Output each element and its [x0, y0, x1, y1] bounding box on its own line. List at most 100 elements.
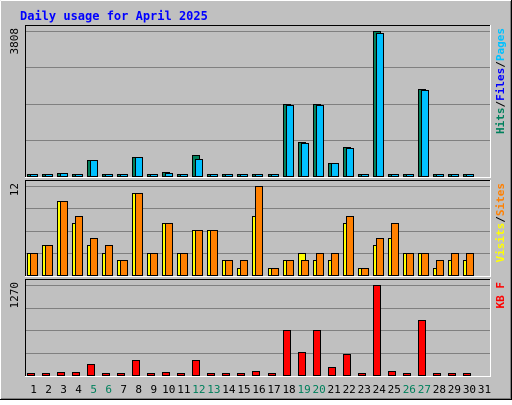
bar-kbytes-kb-f-day-12 — [192, 360, 200, 376]
bar-kbytes-kb-f-day-8 — [132, 360, 140, 376]
x-tick-label-day-17: 17 — [267, 383, 280, 396]
bar-kbytes-kb-f-day-3 — [57, 372, 65, 376]
bar-visits-sites-sites-day-3 — [60, 201, 68, 276]
bar-kbytes-kb-f-day-11 — [177, 373, 185, 376]
x-tick-label-day-3: 3 — [60, 383, 67, 396]
bar-hits-files-pages-pages-day-6 — [105, 174, 113, 177]
bar-kbytes-kb-f-day-1 — [27, 373, 35, 376]
bar-hits-files-pages-pages-day-5 — [90, 160, 98, 177]
x-tick-label-day-8: 8 — [135, 383, 142, 396]
legend-entry-visits-sites-0: Visits — [494, 223, 507, 263]
bar-visits-sites-sites-day-22 — [346, 216, 354, 276]
bar-kbytes-kb-f-day-19 — [298, 352, 306, 376]
bar-hits-files-pages-pages-day-1 — [30, 174, 38, 177]
x-tick-label-day-13: 13 — [207, 383, 220, 396]
bar-visits-sites-sites-day-30 — [466, 253, 474, 276]
bar-visits-sites-sites-day-23 — [361, 268, 369, 276]
bar-visits-sites-sites-day-18 — [286, 260, 294, 276]
bar-visits-sites-sites-day-26 — [406, 253, 414, 276]
legend-entry-hits-files-pages-2: Files — [494, 68, 507, 101]
ymax-label-visits-sites: 12 — [8, 183, 21, 196]
bar-kbytes-kb-f-day-9 — [147, 373, 155, 376]
x-tick-label-day-1: 1 — [30, 383, 37, 396]
bar-visits-sites-sites-day-7 — [120, 260, 128, 276]
bar-hits-files-pages-pages-day-30 — [466, 174, 474, 177]
legend-entry-hits-files-pages-0: Hits — [494, 108, 507, 135]
legend-entry-visits-sites-1: / — [494, 216, 507, 223]
bar-visits-sites-sites-day-29 — [451, 253, 459, 276]
bar-hits-files-pages-pages-day-20 — [316, 105, 324, 177]
legend-kbytes: KB F — [494, 282, 507, 309]
bar-hits-files-pages-pages-day-7 — [120, 174, 128, 177]
bar-hits-files-pages-pages-day-28 — [436, 174, 444, 177]
bar-visits-sites-sites-day-11 — [180, 253, 188, 276]
x-tick-label-day-22: 22 — [343, 383, 356, 396]
legend-entry-hits-files-pages-1: / — [494, 101, 507, 108]
bar-visits-sites-sites-day-10 — [165, 223, 173, 276]
bar-kbytes-kb-f-day-13 — [207, 373, 215, 376]
bar-kbytes-kb-f-day-24 — [373, 285, 381, 376]
bar-hits-files-pages-pages-day-17 — [271, 174, 279, 177]
bar-hits-files-pages-pages-day-13 — [210, 174, 218, 177]
bar-hits-files-pages-pages-day-22 — [346, 148, 354, 177]
bar-hits-files-pages-pages-day-23 — [361, 174, 369, 177]
bar-visits-sites-sites-day-14 — [225, 260, 233, 276]
bar-visits-sites-sites-day-8 — [135, 193, 143, 276]
legend-visits-sites: Visits/Sites — [494, 183, 507, 263]
x-tick-label-day-30: 30 — [463, 383, 476, 396]
bar-visits-sites-sites-day-27 — [421, 253, 429, 276]
chart-title: Daily usage for April 2025 — [20, 9, 208, 23]
x-tick-label-day-4: 4 — [75, 383, 82, 396]
legend-entry-kbytes-0: KB F — [494, 282, 507, 309]
bar-kbytes-kb-f-day-4 — [72, 372, 80, 376]
bar-visits-sites-sites-day-12 — [195, 230, 203, 276]
bar-visits-sites-sites-day-16 — [255, 186, 263, 276]
bar-visits-sites-sites-day-25 — [391, 223, 399, 276]
bar-visits-sites-sites-day-20 — [316, 253, 324, 276]
bar-hits-files-pages-pages-day-14 — [225, 174, 233, 177]
bar-kbytes-kb-f-day-21 — [328, 367, 336, 376]
bar-kbytes-kb-f-day-25 — [388, 371, 396, 376]
bar-visits-sites-sites-day-24 — [376, 238, 384, 276]
ymax-label-hits-files-pages: 3808 — [8, 28, 21, 55]
bar-hits-files-pages-pages-day-10 — [165, 173, 173, 177]
ymax-label-kbytes: 1270 — [8, 282, 21, 309]
x-tick-label-day-15: 15 — [237, 383, 250, 396]
bar-hits-files-pages-pages-day-9 — [150, 174, 158, 177]
bar-hits-files-pages-pages-day-4 — [75, 174, 83, 177]
x-tick-label-day-9: 9 — [150, 383, 157, 396]
bar-hits-files-pages-pages-day-11 — [180, 174, 188, 177]
x-tick-label-day-18: 18 — [282, 383, 295, 396]
bar-visits-sites-sites-day-1 — [30, 253, 38, 276]
bar-kbytes-kb-f-day-2 — [42, 373, 50, 376]
panel-plot-area-kbytes — [25, 279, 491, 377]
bar-visits-sites-sites-day-17 — [271, 268, 279, 276]
x-tick-label-day-28: 28 — [433, 383, 446, 396]
bar-kbytes-kb-f-day-28 — [433, 373, 441, 376]
x-tick-label-day-16: 16 — [252, 383, 265, 396]
bar-hits-files-pages-pages-day-29 — [451, 174, 459, 177]
bar-kbytes-kb-f-day-20 — [313, 330, 321, 376]
x-tick-label-day-12: 12 — [192, 383, 205, 396]
x-tick-label-day-19: 19 — [297, 383, 310, 396]
bar-kbytes-kb-f-day-18 — [283, 330, 291, 376]
bar-hits-files-pages-pages-day-21 — [331, 163, 339, 177]
bar-hits-files-pages-pages-day-16 — [255, 174, 263, 177]
bar-kbytes-kb-f-day-7 — [117, 373, 125, 376]
x-tick-label-day-14: 14 — [222, 383, 236, 396]
bar-kbytes-kb-f-day-10 — [162, 372, 170, 376]
bar-visits-sites-sites-day-5 — [90, 238, 98, 276]
x-tick-label-day-20: 20 — [313, 383, 326, 396]
bar-hits-files-pages-pages-day-24 — [376, 33, 384, 177]
bar-kbytes-kb-f-day-30 — [463, 373, 471, 376]
bar-hits-files-pages-pages-day-27 — [421, 90, 429, 177]
bar-kbytes-kb-f-day-22 — [343, 354, 351, 376]
bar-visits-sites-sites-day-19 — [301, 260, 309, 276]
bar-visits-sites-sites-day-21 — [331, 253, 339, 276]
bar-hits-files-pages-pages-day-12 — [195, 159, 203, 177]
legend-entry-hits-files-pages-3: / — [494, 61, 507, 68]
bar-visits-sites-sites-day-28 — [436, 260, 444, 276]
panel-plot-area-hits-files-pages — [25, 25, 491, 178]
